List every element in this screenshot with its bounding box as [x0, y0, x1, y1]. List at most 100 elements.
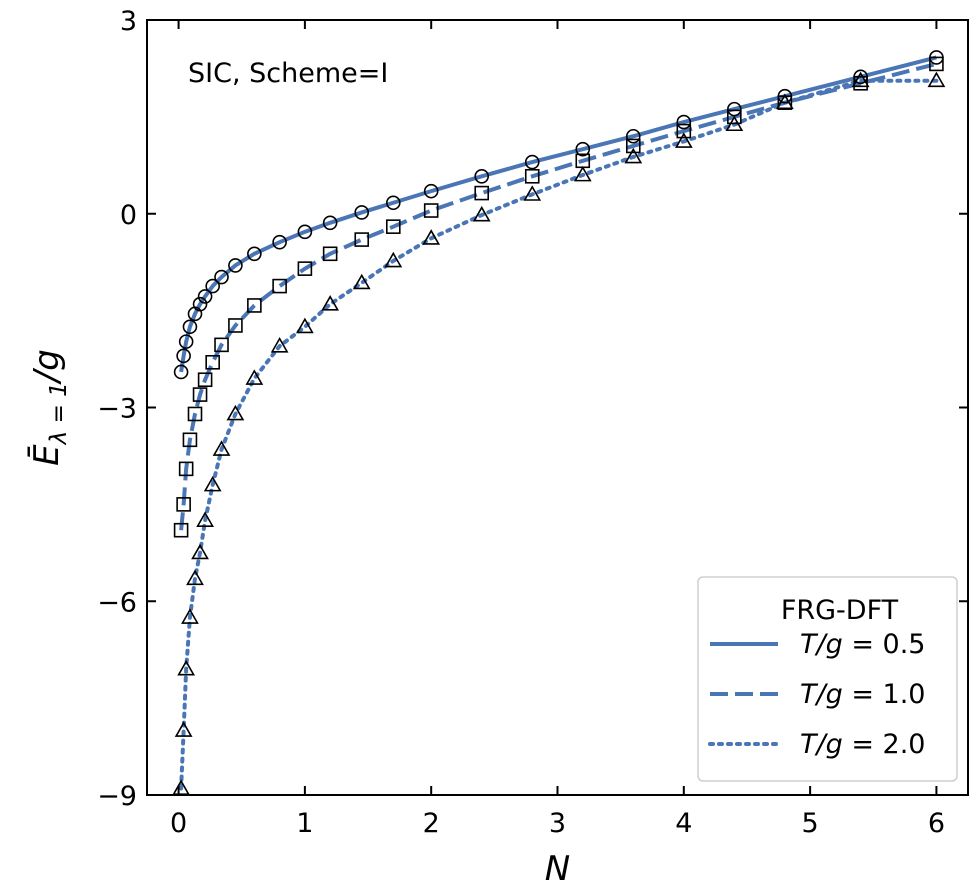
data-point-circle [247, 246, 262, 262]
data-point-circle [524, 154, 540, 170]
data-point-triangle [181, 608, 199, 624]
legend-label: T/g = 0.5 [800, 629, 925, 660]
data-point-triangle [384, 251, 403, 268]
x-tick-label: 2 [423, 808, 440, 839]
data-point-circle [676, 114, 692, 130]
legend-label-value: = 2.0 [843, 729, 926, 760]
data-point-triangle [775, 93, 794, 110]
data-point-triangle [196, 511, 214, 527]
data-point-square [187, 406, 203, 422]
data-point-triangle [174, 721, 193, 737]
x-tick-label: 1 [296, 808, 313, 839]
data-point-triangle [212, 440, 231, 456]
x-tick-label: 6 [928, 808, 945, 839]
data-point-square [727, 109, 742, 125]
data-point-square [423, 203, 439, 218]
data-point-triangle [191, 543, 209, 560]
data-point-square [247, 298, 262, 313]
y-tick-label: −9 [97, 781, 137, 812]
data-point-square [322, 246, 338, 262]
y-axis-label-tail: /g [27, 349, 67, 385]
data-point-triangle [523, 185, 542, 201]
data-point-circle [178, 334, 194, 349]
data-point-square [182, 432, 198, 448]
data-point-circle [228, 258, 243, 273]
data-point-triangle [296, 317, 314, 334]
data-point-circle [385, 195, 401, 211]
data-point-triangle [321, 295, 340, 311]
data-point-square [228, 318, 243, 333]
tick-layer: 0 1 2 3 4 5 6 −9 −6 −3 0 3 [97, 6, 968, 839]
data-point-triangle [245, 369, 264, 385]
data-point-triangle [177, 659, 196, 676]
data-point-triangle [352, 273, 371, 290]
legend-label-value: = 0.5 [843, 629, 926, 660]
legend-title: FRG-DFT [781, 595, 899, 626]
data-point-square [272, 278, 287, 294]
legend-label-var: T/g [800, 679, 843, 710]
data-point-square [385, 219, 401, 234]
y-tick-label: 3 [120, 6, 137, 37]
legend: FRG-DFT T/g = 0.5T/g = 1.0T/g = 2.0 [697, 576, 958, 782]
data-point-triangle [851, 71, 870, 88]
data-point-triangle [472, 205, 491, 222]
data-point-square [354, 232, 370, 247]
series-line [179, 78, 939, 791]
legend-label-var: T/g [800, 729, 843, 760]
data-point-square [524, 168, 540, 184]
data-point-square [205, 354, 220, 370]
x-tick-label: 4 [675, 808, 692, 839]
legend-label: T/g = 2.0 [800, 729, 925, 760]
data-point-triangle [725, 115, 744, 132]
x-tick-label: 3 [549, 808, 566, 839]
data-point-triangle [186, 569, 204, 586]
data-point-circle [205, 278, 220, 294]
data-point-circle [182, 319, 198, 335]
data-point-circle [173, 364, 189, 380]
data-point-circle [423, 183, 439, 199]
data-point-circle [575, 141, 591, 157]
data-point-square [929, 56, 944, 72]
data-point-circle [272, 234, 287, 250]
y-axis-label-main: Ē [27, 444, 67, 466]
data-point-square [197, 372, 213, 388]
data-point-square [676, 123, 692, 139]
data-point-triangle [674, 132, 693, 148]
legend-items: T/g = 0.5T/g = 1.0T/g = 2.0 [708, 629, 925, 760]
data-point-circle [197, 289, 213, 304]
data-point-square [625, 138, 641, 154]
y-axis-label: Ēλ = 1/g [27, 349, 72, 466]
data-point-circle [474, 168, 490, 184]
data-point-square [178, 461, 194, 477]
data-point-triangle [422, 229, 441, 245]
data-point-circle [625, 128, 641, 144]
data-point-circle [176, 348, 191, 364]
legend-box [697, 576, 958, 782]
data-point-square [474, 185, 490, 201]
data-point-circle [192, 296, 208, 312]
series-layer [179, 55, 939, 791]
data-point-square [173, 522, 189, 538]
legend-label: T/g = 1.0 [800, 679, 925, 710]
data-point-square [192, 387, 208, 402]
data-point-triangle [226, 404, 245, 421]
x-axis-label: N [545, 849, 570, 887]
series-line [179, 55, 937, 373]
x-tick-label: 0 [170, 808, 187, 839]
data-point-circle [322, 215, 338, 231]
x-tick-label: 5 [802, 808, 819, 839]
data-point-triangle [927, 71, 946, 88]
data-point-triangle [573, 165, 592, 182]
y-tick-label: −6 [97, 587, 137, 618]
legend-label-var: T/g [800, 629, 843, 660]
data-point-circle [354, 205, 370, 220]
data-point-square [214, 337, 229, 353]
y-tick-label: 0 [120, 200, 137, 231]
chart-annotation: SIC, Scheme=I [188, 58, 388, 89]
marker-layer [172, 50, 946, 795]
y-tick-label: −3 [97, 394, 137, 425]
data-point-circle [297, 224, 313, 240]
legend-label-value: = 1.0 [843, 679, 926, 710]
data-point-triangle [203, 475, 222, 492]
